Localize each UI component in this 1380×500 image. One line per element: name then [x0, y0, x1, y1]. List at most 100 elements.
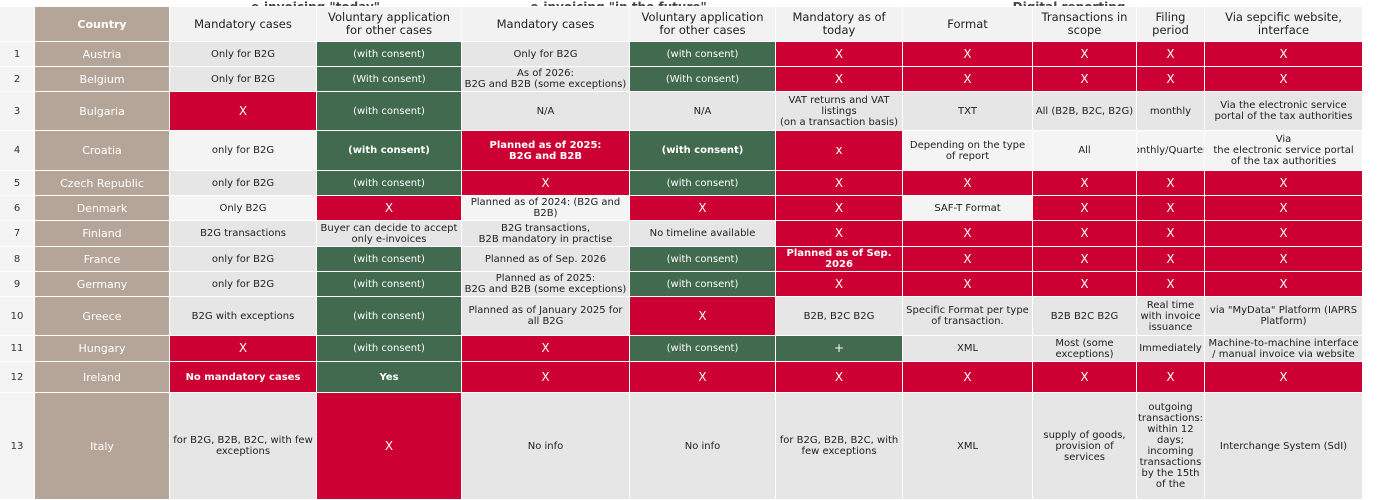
data-cell: VAT returns and VAT listings (on a trans… — [776, 92, 903, 131]
header-cell — [0, 7, 35, 42]
data-cell: X — [1205, 247, 1363, 272]
data-cell: only for B2G — [170, 131, 317, 171]
data-cell: for B2G, B2B, B2C, with few exceptions — [170, 393, 317, 500]
data-cell: X — [776, 362, 903, 393]
data-cell: Monthly/Quarterly — [1137, 131, 1205, 171]
data-cell: (with consent) — [317, 42, 462, 67]
country-cell: Italy — [35, 393, 170, 500]
country-cell: Austria — [35, 42, 170, 67]
data-cell: (With consent) — [317, 67, 462, 92]
data-cell: x — [776, 131, 903, 171]
data-cell: X — [1137, 196, 1205, 221]
data-cell: only for B2G — [170, 171, 317, 196]
group-label: Digital reporting — [1012, 0, 1126, 7]
data-cell: X — [903, 42, 1033, 67]
country-cell: Greece — [35, 297, 170, 336]
row-number: 6 — [0, 196, 35, 221]
data-cell: B2G transactions — [170, 221, 317, 247]
data-cell: B2G with exceptions — [170, 297, 317, 336]
header-cell: Filing period — [1137, 7, 1205, 42]
data-cell: (with consent) — [630, 247, 776, 272]
data-cell: X — [1033, 196, 1137, 221]
data-cell: (with consent) — [317, 336, 462, 362]
header-cell: Voluntary application for other cases — [317, 7, 462, 42]
header-cell: Mandatory as of today — [776, 7, 903, 42]
data-cell: Buyer can decide to accept only e-invoic… — [317, 221, 462, 247]
data-cell: X — [1137, 171, 1205, 196]
header-cell: Mandatory cases — [170, 7, 317, 42]
data-cell: (with consent) — [317, 272, 462, 297]
data-cell: Via the electronic service portal of the… — [1205, 92, 1363, 131]
group-header: e-invoicing "today" — [170, 0, 462, 7]
data-cell: Planned as of 2025: B2G and B2B (some ex… — [462, 272, 630, 297]
data-cell: X — [1137, 272, 1205, 297]
data-cell: X — [903, 362, 1033, 393]
data-cell: All (B2B, B2C, B2G) — [1033, 92, 1137, 131]
data-cell: TXT — [903, 92, 1033, 131]
data-cell: X — [1033, 42, 1137, 67]
country-cell: Belgium — [35, 67, 170, 92]
header-cell: Via sepcific website, interface — [1205, 7, 1363, 42]
data-cell: Yes — [317, 362, 462, 393]
data-cell: only for B2G — [170, 247, 317, 272]
data-cell: X — [903, 171, 1033, 196]
data-cell: + — [776, 336, 903, 362]
data-cell: X — [1205, 67, 1363, 92]
data-cell: As of 2026: B2G and B2B (some exceptions… — [462, 67, 630, 92]
data-cell: Only for B2G — [170, 42, 317, 67]
data-cell: (with consent) — [630, 171, 776, 196]
row-number: 8 — [0, 247, 35, 272]
row-number: 1 — [0, 42, 35, 67]
data-cell: via "MyData" Platform (IAPRS Platform) — [1205, 297, 1363, 336]
data-cell: monthly — [1137, 92, 1205, 131]
country-cell: Croatia — [35, 131, 170, 171]
data-cell: X — [462, 362, 630, 393]
data-cell: X — [1205, 362, 1363, 393]
data-cell: (with consent) — [630, 336, 776, 362]
data-cell: X — [1033, 171, 1137, 196]
data-cell: X — [776, 67, 903, 92]
data-cell: X — [170, 336, 317, 362]
row-number: 3 — [0, 92, 35, 131]
data-cell: Planned as of 2024: (B2G and B2B) — [462, 196, 630, 221]
row-number: 13 — [0, 393, 35, 500]
data-cell: No mandatory cases — [170, 362, 317, 393]
country-cell: Denmark — [35, 196, 170, 221]
row-number: 11 — [0, 336, 35, 362]
data-cell: Specific Format per type of transaction. — [903, 297, 1033, 336]
row-number: 9 — [0, 272, 35, 297]
data-cell: B2B, B2C B2G — [776, 297, 903, 336]
data-cell: Planned as of January 2025 for all B2G — [462, 297, 630, 336]
data-cell: X — [1205, 196, 1363, 221]
data-cell: X — [630, 362, 776, 393]
data-cell: Depending on the type of report — [903, 131, 1033, 171]
data-cell: X — [776, 42, 903, 67]
data-cell: outgoing transactions: within 12 days; i… — [1137, 393, 1205, 500]
data-cell: Planned as of 2025: B2G and B2B — [462, 131, 630, 171]
data-cell: XML — [903, 336, 1033, 362]
data-cell: X — [776, 272, 903, 297]
header-cell: Transactions in scope — [1033, 7, 1137, 42]
country-cell: Czech Republic — [35, 171, 170, 196]
data-cell: X — [1033, 221, 1137, 247]
data-cell: X — [1033, 247, 1137, 272]
country-cell: Finland — [35, 221, 170, 247]
data-cell: Machine-to-machine interface / manual in… — [1205, 336, 1363, 362]
data-cell: Interchange System (SdI) — [1205, 393, 1363, 500]
data-cell: X — [317, 196, 462, 221]
data-cell: (with consent) — [317, 247, 462, 272]
data-cell: X — [462, 336, 630, 362]
data-cell: (with consent) — [317, 92, 462, 131]
header-cell: Voluntary application for other cases — [630, 7, 776, 42]
data-cell: (with consent) — [630, 272, 776, 297]
row-number: 10 — [0, 297, 35, 336]
data-cell: No timeline available — [630, 221, 776, 247]
data-cell: X — [1137, 67, 1205, 92]
data-cell: for B2G, B2B, B2C, with few exceptions — [776, 393, 903, 500]
data-cell: X — [1033, 67, 1137, 92]
data-cell: Planned as of Sep. 2026 — [776, 247, 903, 272]
data-cell: Immediately — [1137, 336, 1205, 362]
data-cell: Only B2G — [170, 196, 317, 221]
header-cell: Format — [903, 7, 1033, 42]
data-cell: (with consent) — [317, 297, 462, 336]
